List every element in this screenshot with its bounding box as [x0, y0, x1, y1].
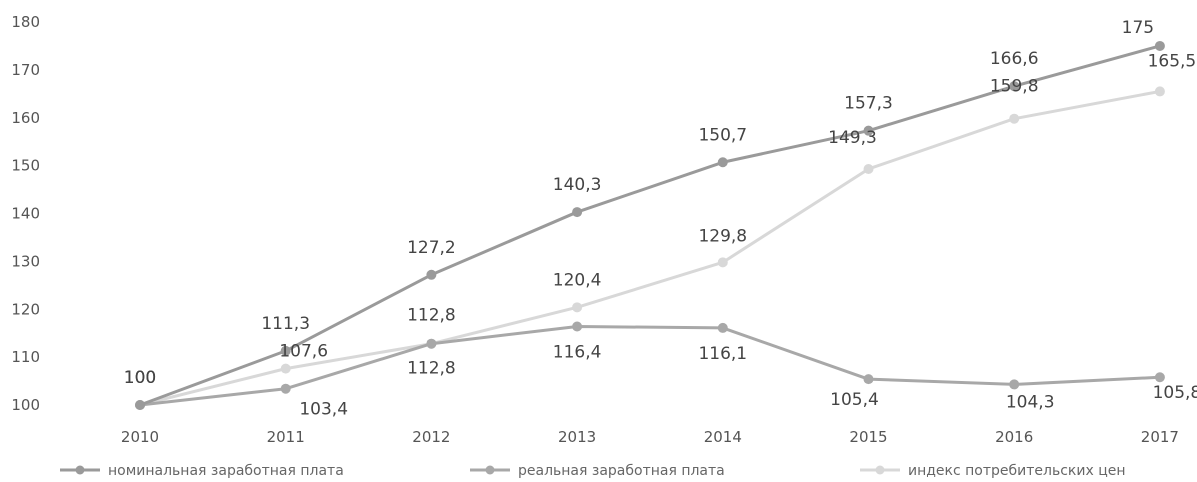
y-tick-label: 160 — [11, 109, 40, 127]
legend-marker — [875, 465, 885, 475]
data-label: 103,4 — [299, 400, 348, 420]
series-line-2 — [138, 89, 1162, 407]
data-label: 116,1 — [698, 344, 747, 364]
legend-label: номинальная заработная плата — [108, 463, 344, 479]
legend: номинальная заработная плата реальная зар… — [60, 463, 1126, 479]
data-label: 150,7 — [698, 125, 747, 145]
series-line-0 — [138, 44, 1162, 407]
data-label: 127,2 — [407, 238, 456, 258]
x-axis: 2010 2011 2012 2013 2014 2015 2016 2017 — [121, 428, 1179, 446]
data-label: 120,4 — [553, 270, 602, 290]
y-tick-label: 120 — [11, 300, 40, 318]
data-label: 159,8 — [990, 77, 1039, 97]
series-1-point — [426, 338, 437, 349]
legend-marker — [75, 465, 85, 475]
data-label: 104,3 — [1006, 392, 1055, 412]
data-label: 140,3 — [553, 175, 602, 195]
series-1-point — [863, 374, 874, 385]
data-label: 105,4 — [830, 390, 879, 410]
series-2-point — [572, 302, 583, 313]
series-2-point — [1009, 113, 1020, 124]
y-tick-label: 110 — [11, 348, 40, 366]
data-label: 149,3 — [828, 128, 877, 148]
y-tick-label: 140 — [11, 205, 40, 223]
series-0-point — [1154, 40, 1165, 51]
data-label: 157,3 — [844, 94, 893, 114]
data-label: 111,3 — [261, 314, 310, 334]
series-line-1 — [138, 324, 1162, 407]
data-label: 175 — [1122, 18, 1154, 38]
x-tick-label: 2016 — [995, 428, 1033, 446]
y-tick-label: 150 — [11, 157, 40, 175]
y-tick-label: 100 — [11, 396, 40, 414]
series-2-point — [863, 163, 874, 174]
series-1-point — [1009, 379, 1020, 390]
series-2-point — [717, 257, 728, 268]
x-tick-label: 2015 — [849, 428, 887, 446]
legend-label: индекс потребительских цен — [908, 463, 1126, 479]
series-0-point — [572, 207, 583, 218]
series-2-point — [1154, 86, 1165, 97]
data-labels: 100 111,3 127,2 140,3 150,7 157,3 166,6 175 103,… — [124, 18, 1197, 420]
y-tick-label: 180 — [11, 13, 40, 31]
series-0-point — [1009, 81, 1020, 92]
y-tick-label: 170 — [11, 61, 40, 79]
legend-label: реальная заработная плата — [518, 463, 725, 479]
data-label: 105,8 — [1153, 383, 1197, 403]
data-label: 116,4 — [553, 342, 602, 362]
data-label: 165,5 — [1148, 51, 1197, 71]
series-group — [135, 40, 1165, 410]
data-label: 112,8 — [407, 306, 456, 326]
x-tick-label: 2012 — [412, 428, 450, 446]
x-tick-label: 2010 — [121, 428, 159, 446]
legend-marker — [485, 465, 495, 475]
x-tick-label: 2014 — [704, 428, 742, 446]
x-tick-label: 2017 — [1141, 428, 1179, 446]
data-label: 112,8 — [407, 359, 456, 379]
series-0-point — [135, 400, 145, 410]
y-tick-label: 130 — [11, 252, 40, 270]
series-1-point — [280, 383, 291, 394]
data-label: 166,6 — [990, 49, 1039, 69]
series-1-point — [717, 322, 728, 333]
series-0-point — [426, 269, 437, 280]
series-0-point — [280, 345, 291, 356]
y-axis: 100 110 120 130 140 150 160 170 180 — [11, 13, 40, 414]
data-label-start: 100 — [124, 368, 156, 388]
series-2-point — [280, 363, 291, 374]
x-tick-label: 2011 — [267, 428, 305, 446]
data-label: 107,6 — [279, 342, 328, 362]
series-1-point — [572, 321, 583, 332]
series-1-point — [1154, 372, 1165, 383]
data-label: 129,8 — [698, 226, 747, 246]
series-0-point — [717, 157, 728, 168]
data-label: 100 — [124, 368, 156, 388]
x-tick-label: 2013 — [558, 428, 596, 446]
series-0-point — [863, 125, 874, 136]
